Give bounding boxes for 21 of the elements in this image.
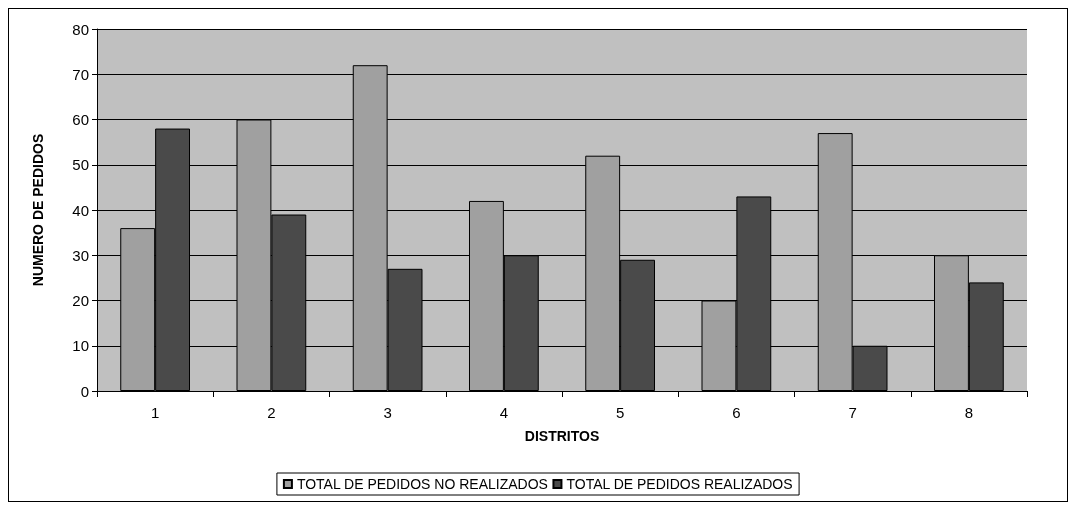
x-tick-label: 5 xyxy=(615,404,625,421)
x-tick-label: 2 xyxy=(267,404,276,421)
y-tick-label: 0 xyxy=(80,382,89,400)
y-tick-label: 20 xyxy=(72,292,89,309)
x-tick-label: 4 xyxy=(499,404,509,421)
x-tick-label: 8 xyxy=(964,404,974,421)
x-tick-label: 6 xyxy=(732,404,741,421)
x-tick-label: 1 xyxy=(150,404,160,421)
y-tick-label: 60 xyxy=(72,111,89,128)
legend-label: TOTAL DE PEDIDOS NO REALIZADOS xyxy=(296,476,548,492)
y-tick-label: 80 xyxy=(72,20,89,38)
x-tick-label: 7 xyxy=(848,404,857,421)
y-tick-label: 40 xyxy=(72,201,89,219)
legend-label: TOTAL DE PEDIDOS REALIZADOS xyxy=(566,476,793,492)
y-tick-label: 70 xyxy=(72,65,89,83)
y-axis-title: NUMERO DE PEDIDOS xyxy=(30,133,46,287)
x-axis-title: DISTRITOS xyxy=(524,428,600,444)
y-tick-label: 10 xyxy=(72,337,89,355)
x-tick-label: 3 xyxy=(383,404,392,421)
y-tick-label: 30 xyxy=(72,246,89,264)
y-tick-label: 50 xyxy=(72,156,89,174)
